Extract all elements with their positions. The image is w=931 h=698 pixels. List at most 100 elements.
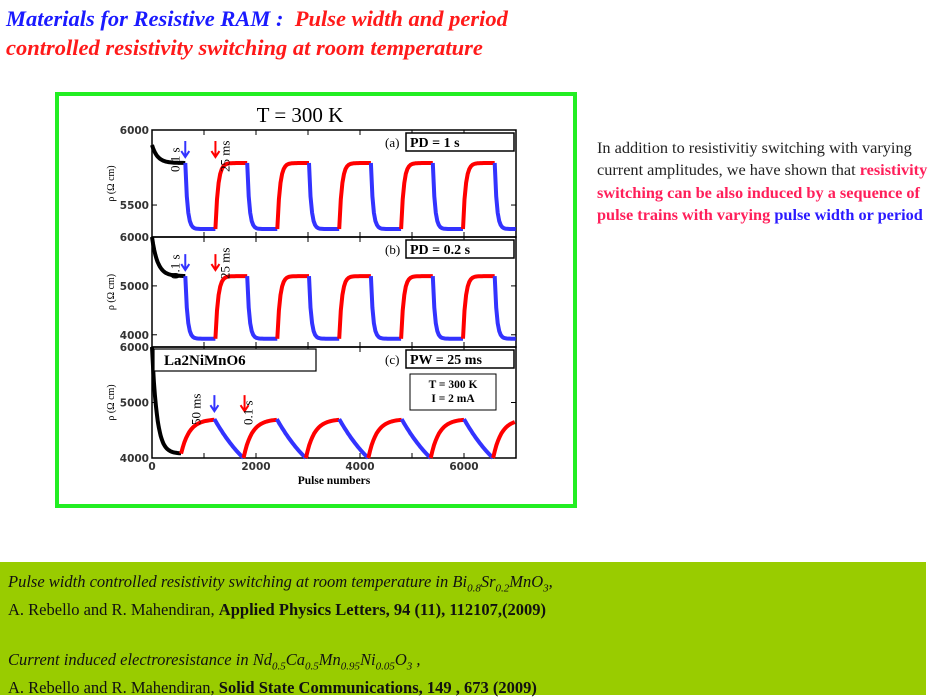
material-label: La2NiMnO6	[164, 353, 246, 369]
annotation-label: 0.1 s	[167, 147, 182, 172]
red-arrow-icon	[239, 395, 250, 413]
annotation-label: 0.1 s	[167, 254, 182, 279]
y-tick-label: 5000	[120, 281, 149, 293]
panel-info-box	[405, 239, 515, 259]
blue-decay-segment	[245, 162, 278, 231]
red-rise-segment	[241, 417, 278, 459]
red-arrow-icon	[210, 141, 221, 159]
blue-arrow-icon	[180, 254, 191, 272]
panel-b	[150, 236, 517, 348]
y-tick-label: 5000	[120, 398, 149, 410]
red-rise-segment	[428, 417, 465, 459]
panel-c	[150, 346, 517, 460]
blue-decay-segment	[462, 418, 495, 460]
y-tick-label: 5500	[120, 200, 149, 212]
ref-title: Current induced electroresistance in Nd0…	[8, 650, 421, 673]
desc-highlight: resistivity switching can be also induce…	[597, 160, 928, 224]
panel-info-box	[405, 132, 515, 152]
panel-label: (b)	[385, 242, 400, 257]
title-line2: controlled resistivity switching at room…	[6, 35, 483, 60]
red-rise-segment	[399, 274, 434, 339]
red-rise-segment	[275, 274, 310, 339]
y-axis-label: ρ (Ω cm)	[106, 274, 117, 310]
ref-title: Pulse width controlled resistivity switc…	[8, 572, 553, 595]
blue-decay-segment	[245, 276, 278, 341]
y-tick-label: 6000	[120, 232, 149, 244]
blue-decay-segment	[368, 276, 402, 341]
black-initial-curve	[150, 346, 183, 456]
panel-info-text: PD = 0.2 s	[410, 243, 471, 258]
annotation-label: 25 ms	[217, 248, 232, 279]
ref-journal: Applied Physics Letters, 94 (11), 112107…	[218, 600, 547, 620]
panel-label: (a)	[385, 135, 399, 150]
blue-arrow-icon	[180, 141, 191, 159]
x-axis-label: Pulse numbers	[298, 475, 371, 487]
blue-decay-segment	[183, 162, 216, 231]
red-rise-segment	[337, 274, 372, 339]
ref-authors: A. Rebello and R. Mahendiran,	[8, 600, 219, 620]
x-tick-label: 6000	[449, 461, 478, 473]
conditions-box	[409, 373, 497, 411]
red-rise-segment	[179, 417, 215, 455]
x-tick-label: 0	[148, 461, 155, 473]
title-part2: Pulse width and period	[294, 6, 508, 31]
blue-decay-segment	[368, 162, 402, 231]
y-axis-label: ρ (Ω cm)	[106, 165, 117, 201]
y-tick-label: 6000	[120, 125, 149, 137]
condition-text: T = 300 K	[429, 379, 478, 391]
red-rise-segment	[337, 161, 372, 230]
blue-decay-segment	[212, 418, 245, 460]
x-tick-label: 2000	[241, 461, 270, 473]
reference-2: Current induced electroresistance in Nd0…	[8, 649, 537, 698]
black-initial-curve	[150, 236, 187, 278]
panel-a	[150, 129, 517, 238]
red-rise-segment	[303, 417, 340, 459]
reference-1: Pulse width controlled resistivity switc…	[8, 571, 553, 620]
red-rise-segment	[399, 161, 434, 230]
figure-frame	[55, 92, 577, 508]
red-rise-segment	[213, 161, 248, 230]
annotation-label: 0.1 s	[241, 400, 256, 425]
desc-blue: pulse width or period	[774, 204, 923, 224]
annotation-label: 50 ms	[188, 394, 203, 425]
panel-info-box	[405, 349, 515, 369]
x-tick-label: 4000	[345, 461, 374, 473]
references-panel: Pulse width controlled resistivity switc…	[0, 562, 926, 698]
blue-decay-segment	[337, 418, 370, 460]
figure-title: T = 300 K	[257, 103, 344, 127]
title-part1: Materials for Resistive RAM :	[6, 6, 284, 31]
blue-decay-segment	[430, 162, 464, 231]
annotation-label: 25 ms	[217, 141, 232, 172]
blue-decay-segment	[275, 418, 308, 460]
slide-title: Materials for Resistive RAM : Pulse widt…	[6, 4, 508, 62]
blue-decay-segment	[492, 276, 517, 341]
desc-plain: In addition to resistivitiy switching wi…	[597, 138, 912, 180]
condition-text: I = 2 mA	[431, 393, 475, 405]
blue-decay-segment	[492, 162, 517, 231]
red-rise-segment	[491, 420, 516, 459]
blue-arrow-icon	[209, 395, 220, 413]
blue-decay-segment	[183, 276, 216, 341]
panel-label: (c)	[385, 352, 399, 367]
material-box	[153, 348, 317, 372]
ref-journal: Solid State Communications, 149 , 673 (2…	[218, 678, 537, 698]
y-axis-label: ρ (Ω cm)	[106, 384, 117, 420]
red-rise-segment	[366, 417, 402, 459]
description-text: In addition to resistivitiy switching wi…	[597, 137, 931, 226]
y-tick-label: 4000	[120, 453, 149, 465]
blue-decay-segment	[307, 162, 340, 231]
resistivity-switching-chart: T = 300 K 5500 6000 ρ (Ω cm) (a) PD = 1 s 0.1 …	[106, 103, 517, 487]
black-initial-curve	[150, 144, 187, 165]
red-rise-segment	[461, 161, 496, 230]
blue-decay-segment	[307, 276, 340, 341]
red-rise-segment	[461, 274, 496, 339]
y-tick-label: 6000	[120, 342, 149, 354]
red-rise-segment	[275, 161, 310, 230]
blue-decay-segment	[430, 276, 464, 341]
panel-info-text: PW = 25 ms	[410, 353, 482, 368]
panel-info-text: PD = 1 s	[410, 136, 460, 151]
y-tick-label: 4000	[120, 330, 149, 342]
blue-decay-segment	[399, 418, 433, 460]
red-arrow-icon	[210, 254, 221, 272]
red-rise-segment	[213, 274, 248, 339]
